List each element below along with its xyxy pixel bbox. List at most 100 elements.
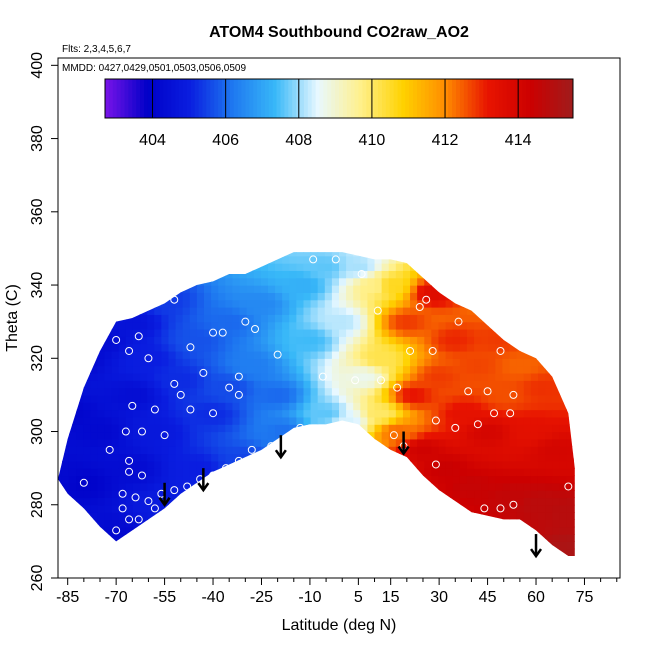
heatmap-cell bbox=[182, 350, 191, 359]
heatmap-cell bbox=[246, 350, 255, 359]
heatmap-cell bbox=[61, 482, 70, 491]
heatmap-cell bbox=[197, 556, 205, 564]
heatmap-cell bbox=[452, 292, 461, 301]
heatmap-cell bbox=[218, 285, 226, 293]
heatmap-cell bbox=[488, 416, 496, 425]
heatmap-cell bbox=[289, 263, 297, 271]
heatmap-cell bbox=[282, 299, 290, 308]
heatmap-cell bbox=[268, 563, 276, 571]
heatmap-cell bbox=[147, 519, 155, 528]
heatmap-cell bbox=[90, 519, 99, 528]
heatmap-cell bbox=[76, 270, 84, 279]
heatmap-cell bbox=[310, 526, 319, 535]
heatmap-cell bbox=[296, 365, 305, 374]
heatmap-cell bbox=[104, 343, 113, 352]
observation-point bbox=[170, 379, 179, 388]
heatmap-cell bbox=[97, 468, 106, 477]
heatmap-cell bbox=[275, 482, 283, 491]
heatmap-cell bbox=[275, 358, 283, 367]
heatmap-cell bbox=[502, 277, 511, 286]
heatmap-cell bbox=[68, 372, 77, 381]
heatmap-cell bbox=[76, 321, 84, 330]
heatmap-cell bbox=[388, 497, 397, 506]
heatmap-cell bbox=[424, 358, 432, 367]
heatmap-cell bbox=[353, 277, 361, 286]
heatmap-cell bbox=[289, 252, 297, 257]
heatmap-cell bbox=[118, 519, 127, 528]
heatmap-cell bbox=[83, 365, 91, 374]
heatmap-cell bbox=[360, 438, 369, 447]
heatmap-cell bbox=[552, 307, 560, 315]
heatmap-cell bbox=[438, 556, 446, 564]
heatmap-cell bbox=[545, 328, 553, 337]
heatmap-cell bbox=[275, 380, 283, 389]
x-tick-label: -70 bbox=[105, 589, 128, 606]
heatmap-cell bbox=[339, 416, 347, 425]
heatmap-cell bbox=[289, 292, 297, 301]
heatmap-cell bbox=[253, 328, 262, 337]
heatmap-cell bbox=[389, 241, 397, 249]
heatmap-cell bbox=[317, 307, 326, 315]
heatmap-cell bbox=[97, 307, 106, 315]
heatmap-cell bbox=[559, 416, 567, 425]
observation-point bbox=[73, 354, 82, 363]
heatmap-cell bbox=[289, 307, 297, 315]
heatmap-cell bbox=[466, 292, 475, 301]
heatmap-cell bbox=[481, 453, 489, 462]
heatmap-cell bbox=[97, 563, 105, 571]
heatmap-cell bbox=[282, 409, 290, 418]
heatmap-cell bbox=[253, 453, 262, 462]
heatmap-cell bbox=[452, 526, 461, 535]
heatmap-cell bbox=[125, 416, 134, 425]
heatmap-cell bbox=[104, 446, 113, 455]
heatmap-cell bbox=[303, 519, 312, 528]
heatmap-cell bbox=[76, 365, 84, 374]
heatmap-cell bbox=[104, 380, 113, 389]
heatmap-cell bbox=[346, 270, 354, 279]
heatmap-cell bbox=[104, 336, 113, 345]
colorbar-swatch bbox=[393, 79, 398, 118]
colorbar-swatch bbox=[350, 79, 356, 118]
heatmap-cell bbox=[431, 424, 440, 433]
heatmap-cell bbox=[125, 365, 134, 374]
heatmap-cell bbox=[225, 321, 234, 330]
heatmap-cell bbox=[331, 460, 340, 469]
heatmap-cell bbox=[196, 387, 205, 396]
heatmap-cell bbox=[275, 365, 283, 374]
heatmap-cell bbox=[119, 556, 127, 564]
heatmap-cell bbox=[253, 504, 262, 513]
heatmap-cell bbox=[246, 321, 255, 330]
heatmap-cell bbox=[331, 453, 340, 462]
heatmap-cell bbox=[452, 252, 461, 257]
colorbar-swatch bbox=[498, 79, 504, 118]
heatmap-cell bbox=[168, 299, 177, 308]
heatmap-cell bbox=[516, 490, 525, 499]
heatmap-cell bbox=[111, 358, 120, 367]
heatmap-cell bbox=[402, 307, 411, 315]
heatmap-cell bbox=[239, 526, 248, 535]
heatmap-cell bbox=[374, 299, 383, 308]
observation-point bbox=[221, 464, 230, 473]
heatmap-cell bbox=[161, 468, 170, 477]
heatmap-cell bbox=[446, 563, 454, 571]
heatmap-cell bbox=[375, 556, 383, 564]
heatmap-cell bbox=[424, 394, 432, 403]
heatmap-cell bbox=[324, 416, 333, 425]
heatmap-cell bbox=[218, 358, 226, 367]
heatmap-cell bbox=[62, 234, 70, 242]
heatmap-cell bbox=[545, 519, 553, 528]
observation-point bbox=[483, 387, 492, 396]
heatmap-cell bbox=[182, 497, 191, 506]
heatmap-cell bbox=[132, 255, 141, 264]
heatmap-cell bbox=[566, 416, 575, 425]
heatmap-cell bbox=[452, 468, 461, 477]
heatmap-cell bbox=[537, 365, 546, 374]
heatmap-cell bbox=[410, 321, 418, 330]
heatmap-cell bbox=[97, 365, 106, 374]
heatmap-cell bbox=[282, 563, 290, 571]
heatmap-cell bbox=[246, 277, 255, 286]
heatmap-cell bbox=[474, 446, 482, 455]
heatmap-cell bbox=[260, 292, 269, 301]
heatmap-cell bbox=[68, 358, 77, 367]
heatmap-cell bbox=[495, 431, 504, 440]
